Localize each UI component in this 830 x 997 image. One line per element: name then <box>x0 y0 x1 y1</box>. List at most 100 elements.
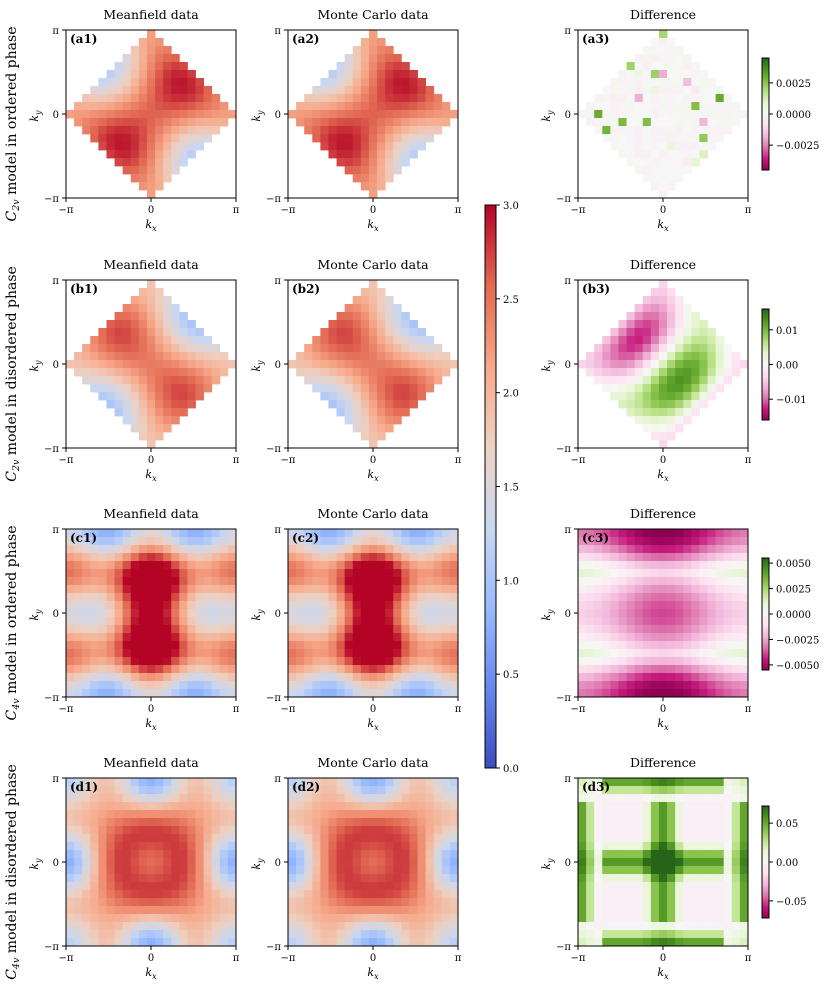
heatmap-cell <box>650 288 660 297</box>
heatmap-cell <box>650 118 660 127</box>
heatmap-cell <box>122 392 132 401</box>
heatmap-cell <box>409 392 418 401</box>
heatmap-cell <box>171 906 180 915</box>
heatmap-cell <box>74 593 83 602</box>
heatmap-cell <box>433 786 443 795</box>
heatmap-cell <box>449 898 459 907</box>
x-axis-label: kx <box>657 717 669 732</box>
heatmap-cell <box>441 102 451 111</box>
heatmap-cell <box>650 930 660 939</box>
heatmap-cell <box>441 617 451 626</box>
heatmap-cell <box>304 906 313 915</box>
svg-text:C4v model in disordered phase: C4v model in disordered phase <box>4 764 22 980</box>
heatmap-cell <box>106 657 115 666</box>
heatmap-cell <box>74 561 83 570</box>
heatmap-cell <box>723 898 733 907</box>
heatmap-cell <box>106 320 115 329</box>
heatmap-cell <box>195 786 205 795</box>
heatmap-cell <box>320 649 329 658</box>
heatmap-cell <box>114 866 124 875</box>
heatmap-cell <box>336 689 346 698</box>
heatmap-cell <box>642 665 652 674</box>
heatmap-cell <box>377 78 386 87</box>
y-tick-label: π <box>52 26 59 37</box>
heatmap-cell <box>578 673 587 682</box>
heatmap-cell <box>658 62 668 71</box>
heatmap-cell <box>320 689 329 698</box>
heatmap-cell <box>683 336 692 345</box>
heatmap-cell <box>155 609 164 618</box>
heatmap-cell <box>304 118 313 127</box>
heatmap-cell <box>163 593 172 602</box>
heatmap-cell <box>667 553 676 562</box>
heatmap-cell <box>219 810 229 819</box>
heatmap-cell <box>328 86 337 95</box>
heatmap-cell <box>634 126 644 135</box>
heatmap-cell <box>90 649 99 658</box>
heatmap-cell <box>683 102 692 111</box>
heatmap-cell <box>155 126 164 135</box>
heatmap-cell <box>393 657 402 666</box>
heatmap-cell <box>187 665 196 674</box>
heatmap-cell <box>360 384 370 393</box>
heatmap-cell <box>586 914 595 923</box>
heatmap-cell <box>66 914 75 923</box>
heatmap-cell <box>618 810 627 819</box>
heatmap-cell <box>360 54 370 63</box>
heatmap-cell <box>586 545 595 554</box>
heatmap-cell <box>211 657 221 666</box>
heatmap-cell <box>163 657 172 666</box>
heatmap-cell <box>425 110 435 119</box>
heatmap-cell <box>82 794 91 803</box>
heatmap-cell <box>377 577 386 586</box>
heatmap-cell <box>377 352 386 361</box>
heatmap-cell <box>114 344 124 353</box>
heatmap-cell <box>138 545 148 554</box>
heatmap-cell <box>320 553 329 562</box>
heatmap-cell <box>675 601 684 610</box>
heatmap-cell <box>409 681 418 690</box>
heatmap-cell <box>739 110 749 119</box>
colorbar-tick-label: −0.0025 <box>776 141 819 152</box>
x-tick-label: π <box>745 953 752 964</box>
heatmap-cell <box>602 126 611 135</box>
heatmap-cell <box>417 102 427 111</box>
heatmap-cell <box>642 320 652 329</box>
heatmap-cell <box>699 802 708 811</box>
heatmap-cell <box>179 561 188 570</box>
heatmap-cell <box>642 94 652 103</box>
heatmap-cell <box>675 914 684 923</box>
heatmap-cell <box>336 794 346 803</box>
heatmap-cell <box>393 593 402 602</box>
heatmap-cell <box>626 786 636 795</box>
heatmap-cell <box>409 150 418 159</box>
heatmap-cell <box>368 866 378 875</box>
heatmap-cell <box>312 802 321 811</box>
heatmap-cell <box>739 826 749 835</box>
heatmap-cell <box>683 898 692 907</box>
heatmap-cell <box>130 890 140 899</box>
heatmap-cell <box>409 882 418 891</box>
heatmap-cell <box>227 537 237 546</box>
heatmap-cell <box>352 609 362 618</box>
heatmap-cell <box>385 601 394 610</box>
heatmap-cell <box>368 190 378 199</box>
heatmap-cell <box>360 368 370 377</box>
heatmap-cell <box>691 890 700 899</box>
heatmap-cell <box>441 681 451 690</box>
heatmap-cell <box>82 633 91 642</box>
heatmap-cell <box>658 537 668 546</box>
heatmap-cell <box>602 110 611 119</box>
heatmap-cell <box>360 794 370 803</box>
heatmap-cell <box>610 344 619 353</box>
heatmap-cell <box>106 569 115 578</box>
heatmap-cell <box>368 54 378 63</box>
heatmap-cell <box>658 633 668 642</box>
heatmap-cell <box>114 86 124 95</box>
heatmap-cell <box>138 882 148 891</box>
heatmap-cell <box>219 553 229 562</box>
heatmap-cell <box>368 553 378 562</box>
heatmap-cell <box>138 400 148 409</box>
heatmap-cell <box>130 601 140 610</box>
heatmap-cell <box>707 802 717 811</box>
